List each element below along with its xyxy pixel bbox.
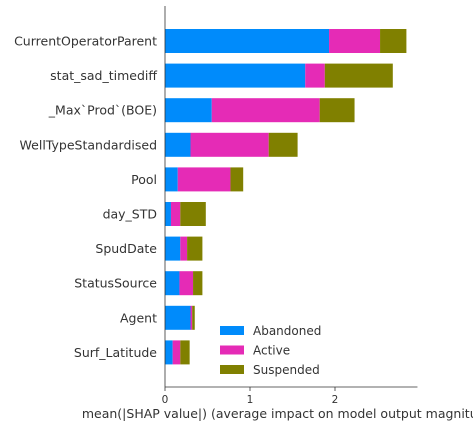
bar-abandoned-5 bbox=[165, 202, 171, 226]
category-labels: CurrentOperatorParent stat_sad_timediff _M… bbox=[14, 34, 157, 360]
legend-swatch-active bbox=[220, 345, 244, 355]
category-label-6: SpudDate bbox=[95, 241, 157, 256]
x-axis-label: mean(|SHAP value|) (average impact on mo… bbox=[82, 406, 473, 421]
bar-suspended-4 bbox=[230, 167, 244, 192]
legend-label-suspended: Suspended bbox=[253, 363, 320, 377]
bar-active-6 bbox=[180, 236, 188, 261]
bar-active-9 bbox=[172, 340, 181, 365]
category-label-8: Agent bbox=[120, 310, 157, 325]
category-label-9: Surf_Latitude bbox=[74, 345, 157, 360]
category-label-0: CurrentOperatorParent bbox=[14, 34, 157, 49]
bar-active-5 bbox=[170, 202, 181, 226]
bar-suspended-6 bbox=[187, 236, 203, 261]
category-label-2: _Max`Prod`(BOE) bbox=[48, 103, 157, 118]
bar-abandoned-3 bbox=[165, 132, 191, 157]
category-label-7: StatusSource bbox=[74, 276, 157, 291]
bars-group bbox=[165, 29, 407, 365]
bar-suspended-1 bbox=[324, 63, 393, 88]
legend-swatch-abandoned bbox=[220, 326, 244, 335]
bar-abandoned-1 bbox=[165, 63, 306, 88]
bar-abandoned-2 bbox=[165, 98, 212, 123]
x-tick-label-0: 0 bbox=[162, 394, 169, 406]
bar-suspended-8 bbox=[192, 305, 195, 330]
legend-label-active: Active bbox=[253, 344, 290, 358]
x-tick-label-2: 2 bbox=[332, 394, 339, 406]
bar-active-3 bbox=[190, 132, 269, 157]
bar-suspended-3 bbox=[268, 132, 298, 157]
bar-active-1 bbox=[305, 63, 325, 88]
bar-active-2 bbox=[211, 98, 320, 123]
legend: Abandoned Active Suspended bbox=[220, 324, 321, 377]
bar-active-4 bbox=[177, 167, 231, 192]
category-label-3: WellTypeStandardised bbox=[20, 137, 157, 152]
category-label-4: Pool bbox=[131, 172, 157, 187]
bar-abandoned-4 bbox=[165, 167, 178, 192]
bar-suspended-9 bbox=[180, 340, 190, 365]
category-label-5: day_STD bbox=[103, 207, 157, 222]
x-tick-label-1: 1 bbox=[247, 394, 254, 406]
bar-suspended-0 bbox=[380, 29, 407, 53]
bar-abandoned-0 bbox=[165, 29, 330, 53]
bar-active-7 bbox=[179, 271, 194, 296]
x-ticks: 0 1 2 bbox=[162, 387, 339, 406]
bar-abandoned-6 bbox=[165, 236, 181, 261]
bar-abandoned-8 bbox=[165, 305, 191, 330]
legend-swatch-suspended bbox=[220, 365, 244, 374]
bar-active-8 bbox=[190, 305, 193, 330]
bar-suspended-2 bbox=[319, 98, 355, 123]
bar-suspended-5 bbox=[180, 202, 206, 226]
bar-suspended-7 bbox=[193, 271, 203, 296]
bar-active-0 bbox=[329, 29, 381, 53]
bar-abandoned-9 bbox=[165, 340, 173, 365]
category-label-1: stat_sad_timediff bbox=[50, 68, 157, 83]
bar-abandoned-7 bbox=[165, 271, 180, 296]
legend-label-abandoned: Abandoned bbox=[253, 324, 321, 338]
